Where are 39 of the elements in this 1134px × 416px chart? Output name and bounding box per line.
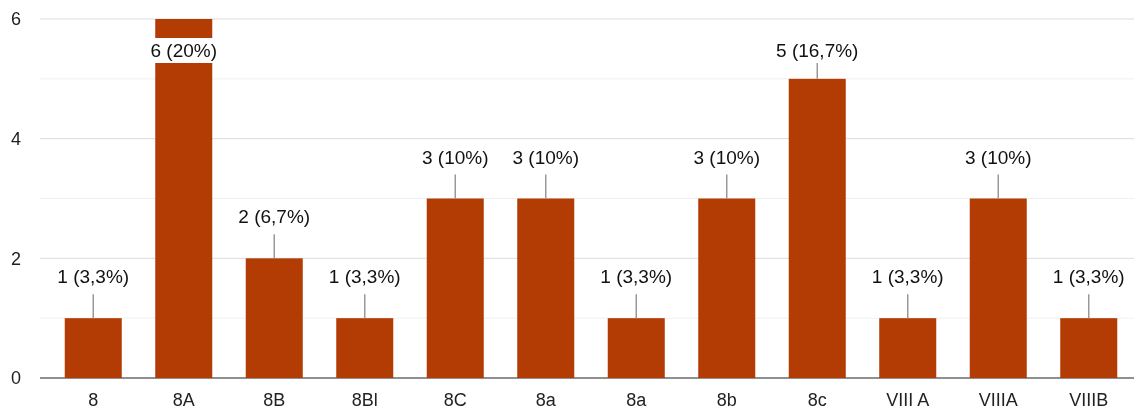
bar	[336, 318, 394, 378]
y-tick-label: 6	[10, 9, 22, 30]
bar	[245, 258, 303, 378]
bar	[879, 318, 937, 378]
x-tick-label: 8a	[535, 390, 557, 410]
data-label: 2 (6,7%)	[238, 206, 311, 228]
data-label: 1 (3,3%)	[57, 266, 130, 288]
y-tick-label: 0	[10, 368, 22, 389]
bar	[426, 198, 484, 378]
data-label: 1 (3,3%)	[871, 266, 944, 288]
x-tick-label: 8b	[716, 390, 737, 410]
bar	[1060, 318, 1118, 378]
data-label: 1 (3,3%)	[600, 266, 673, 288]
bar	[607, 318, 665, 378]
bar	[517, 198, 575, 378]
data-label: 6 (20%)	[150, 40, 218, 61]
x-tick-label: 8	[88, 390, 99, 410]
x-tick-label: 8c	[807, 390, 827, 410]
bar	[788, 78, 846, 378]
x-tick-label: 8Bl	[351, 390, 378, 410]
data-label: 3 (10%)	[693, 146, 761, 168]
y-tick-label: 4	[10, 128, 22, 149]
data-label: 3 (10%)	[512, 146, 580, 168]
bar	[698, 198, 756, 378]
x-tick-label: 8A	[172, 390, 195, 410]
data-label: 3 (10%)	[964, 146, 1032, 168]
x-tick-label: VIIIB	[1069, 390, 1109, 410]
x-tick-label: 8B	[263, 390, 286, 410]
data-label: 5 (16,7%)	[776, 40, 859, 61]
x-tick-label: 8C	[443, 390, 467, 410]
data-label: 3 (10%)	[421, 146, 489, 168]
data-label: 1 (3,3%)	[1052, 266, 1125, 288]
x-tick-label: VIIIA	[978, 390, 1018, 410]
bar	[64, 318, 122, 378]
data-label: 1 (3,3%)	[328, 266, 401, 288]
bar	[969, 198, 1027, 378]
y-tick-label: 2	[10, 248, 22, 269]
x-tick-label: VIII A	[886, 390, 930, 410]
x-tick-label: 8a	[626, 390, 648, 410]
